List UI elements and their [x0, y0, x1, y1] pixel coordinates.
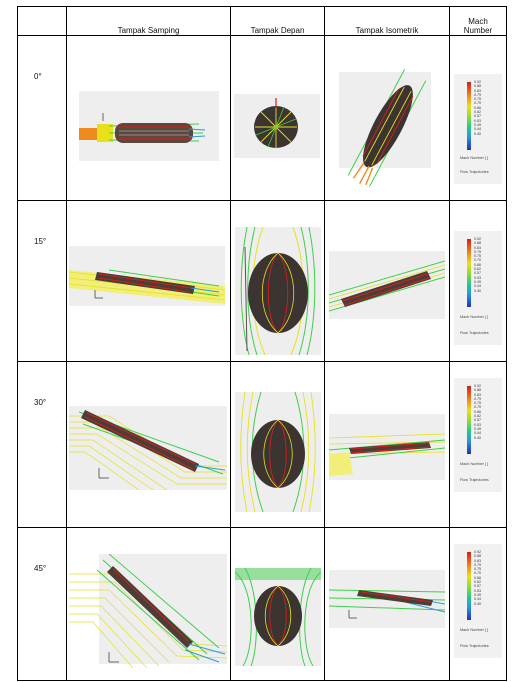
- isometric-view-image: [329, 251, 445, 319]
- mach-legend-title: Mach Number [ ]: [460, 628, 489, 632]
- row-45-deg: 45°: [17, 527, 507, 681]
- front-view-image: [235, 227, 321, 355]
- mach-legend-title: Mach Number [ ]: [460, 315, 489, 319]
- flow-trajectories-label: Flow Trajectories: [460, 170, 489, 174]
- angle-cell: 15°: [17, 200, 67, 362]
- isometric-view-cell: [324, 527, 450, 681]
- header-side-view: Tampak Samping: [66, 6, 231, 36]
- side-view-image: [69, 406, 227, 490]
- mach-legend-title: Mach Number [ ]: [460, 462, 489, 466]
- isometric-view-cell: [324, 200, 450, 362]
- mach-legend-cell: 0.92 0.88 0.83 0.79 0.75 0.70 0.66 0.62 0.57 0.53…: [449, 200, 507, 362]
- side-view-cell: [66, 361, 231, 528]
- front-view-image: [234, 94, 320, 158]
- mach-tick-labels: 0.92 0.88 0.83 0.79 0.75 0.70 0.66 0.62 0.57 0.53…: [474, 550, 481, 606]
- header-angle: [17, 6, 67, 36]
- front-view-cell: [230, 35, 325, 201]
- mach-tick-labels: 0.92 0.88 0.83 0.79 0.75 0.70 0.66 0.62 0.57 0.53…: [474, 384, 481, 440]
- mach-color-scale: [467, 386, 471, 454]
- mach-legend: 0.92 0.88 0.83 0.79 0.75 0.70 0.66 0.62 0.57 0.53…: [454, 231, 502, 345]
- isometric-view-image: [339, 69, 431, 187]
- isometric-view-image: [329, 570, 445, 628]
- side-view-cell: [66, 200, 231, 362]
- row-30-deg: 30°: [17, 361, 507, 528]
- isometric-view-image: [329, 414, 445, 480]
- isometric-view-cell: [324, 361, 450, 528]
- isometric-view-cell: [324, 35, 450, 201]
- mach-legend: 0.92 0.88 0.83 0.79 0.75 0.70 0.66 0.62 0.57 0.53…: [454, 378, 502, 492]
- mach-legend-title: Mach Number [ ]: [460, 156, 489, 160]
- angle-cell: 0°: [17, 35, 67, 201]
- side-view-image: [79, 91, 219, 161]
- mach-tick-labels: 0.92 0.88 0.83 0.79 0.75 0.70 0.66 0.62 0.57 0.53…: [474, 237, 481, 293]
- header-row: Tampak Samping Tampak Depan Tampak Isome…: [17, 6, 507, 36]
- mach-color-scale: [467, 552, 471, 620]
- mach-legend-cell: 0.92 0.88 0.83 0.79 0.75 0.70 0.66 0.62 0.57 0.53…: [449, 35, 507, 201]
- front-view-cell: [230, 361, 325, 528]
- side-view-cell: [66, 35, 231, 201]
- mach-legend: 0.92 0.88 0.83 0.79 0.75 0.70 0.66 0.62 0.57 0.53…: [454, 544, 502, 658]
- angle-cell: 45°: [17, 527, 67, 681]
- angle-cell: 30°: [17, 361, 67, 528]
- header-isometric-view: Tampak Isometrik: [324, 6, 450, 36]
- side-view-cell: [66, 527, 231, 681]
- side-view-image: [69, 554, 227, 669]
- flow-trajectories-label: Flow Trajectories: [460, 644, 489, 648]
- mach-legend-cell: 0.92 0.88 0.83 0.79 0.75 0.70 0.66 0.62 0.57 0.53…: [449, 361, 507, 528]
- simulation-table: Tampak Samping Tampak Depan Tampak Isome…: [17, 6, 507, 681]
- header-front-view: Tampak Depan: [230, 6, 325, 36]
- header-mach-number: Mach Number: [449, 6, 507, 36]
- mach-legend: 0.92 0.88 0.83 0.79 0.75 0.70 0.66 0.62 0.57 0.53…: [454, 74, 502, 184]
- flow-trajectories-label: Flow Trajectories: [460, 331, 489, 335]
- mach-color-scale: [467, 239, 471, 307]
- row-0-deg: 0°: [17, 35, 507, 201]
- front-view-image: [235, 568, 321, 666]
- front-view-cell: [230, 200, 325, 362]
- mach-legend-cell: 0.92 0.88 0.83 0.79 0.75 0.70 0.66 0.62 0.57 0.53…: [449, 527, 507, 681]
- flow-trajectories-label: Flow Trajectories: [460, 478, 489, 482]
- side-view-image: [69, 246, 225, 306]
- front-view-image: [235, 392, 321, 512]
- row-15-deg: 15°: [17, 200, 507, 362]
- mach-tick-labels: 0.92 0.88 0.83 0.79 0.75 0.70 0.66 0.62 0.57 0.53…: [474, 80, 481, 136]
- mach-color-scale: [467, 82, 471, 150]
- front-view-cell: [230, 527, 325, 681]
